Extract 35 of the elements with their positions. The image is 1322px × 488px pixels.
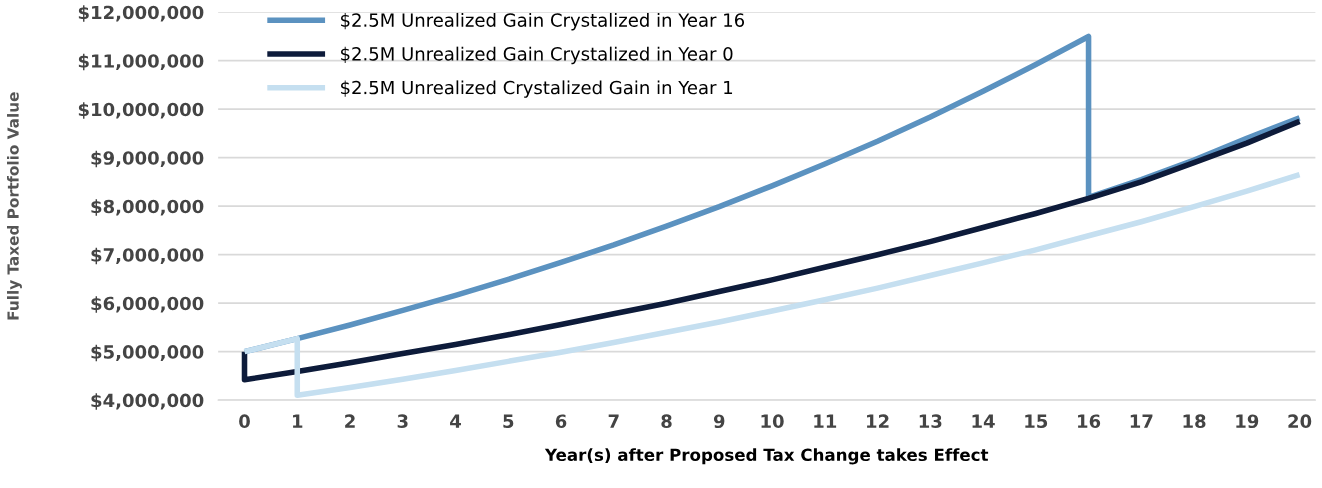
x-tick-label: 4	[450, 414, 461, 428]
x-tick-label: 6	[555, 414, 567, 429]
legend-label: $2.5M Unrealized Gain Crystalized in Year 0	[341, 46, 733, 65]
y-tick-label: $5,000,000	[91, 344, 204, 362]
x-tick-label: 10	[761, 414, 784, 429]
y-tick-label: $9,000,000	[91, 150, 204, 168]
x-tick-label: 17	[1130, 414, 1153, 428]
x-tick-label: 2	[345, 414, 355, 428]
x-tick-label: 20	[1288, 414, 1312, 429]
x-tick-label: 0	[239, 414, 250, 429]
y-axis-title: Fully Taxed Portfolio Value	[7, 92, 22, 320]
x-tick-label: 3	[397, 414, 408, 429]
y-tick-label: $7,000,000	[91, 247, 204, 265]
x-tick-label: 8	[661, 414, 672, 429]
x-tick-label: 9	[713, 414, 725, 429]
x-tick-label: 1	[293, 414, 303, 428]
x-axis-title: Year(s) after Proposed Tax Change takes Effect	[544, 448, 989, 465]
y-tick-label: $11,000,000	[78, 53, 204, 71]
y-tick-label: $6,000,000	[91, 296, 204, 313]
y-tick-label: $4,000,000	[91, 393, 204, 410]
x-tick-label: 12	[867, 414, 889, 428]
y-tick-label: $12,000,000	[78, 5, 204, 22]
x-tick-label: 18	[1183, 414, 1206, 429]
x-tick-label: 19	[1236, 414, 1259, 429]
y-tick-label: $8,000,000	[91, 199, 204, 216]
x-tick-label: 11	[814, 414, 837, 428]
x-tick-label: 15	[1025, 414, 1048, 429]
x-tick-label: 16	[1078, 414, 1101, 429]
legend-label: $2.5M Unrealized Crystalized Gain in Year 1	[341, 80, 733, 98]
x-tick-label: 7	[608, 414, 619, 428]
y-tick-label: $10,000,000	[78, 102, 204, 119]
x-tick-label: 5	[503, 414, 514, 429]
x-tick-label: 13	[919, 414, 942, 429]
legend-label: $2.5M Unrealized Gain Crystalized in Year 16	[341, 12, 745, 31]
x-tick-label: 14	[972, 414, 995, 428]
